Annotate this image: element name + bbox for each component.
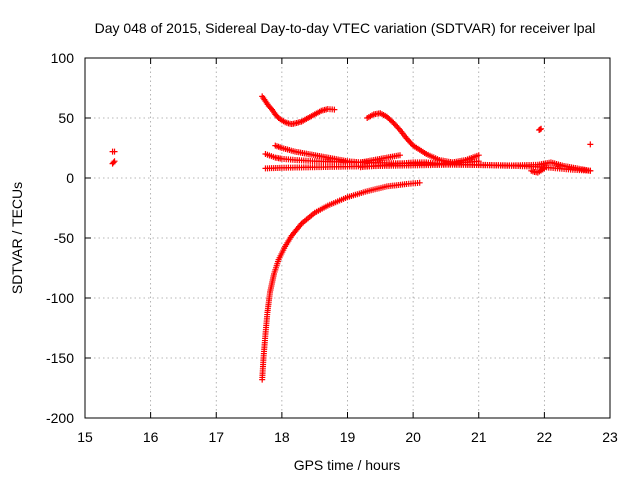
y-tick-label: 100 xyxy=(51,50,75,66)
x-axis-label: GPS time / hours xyxy=(294,457,401,473)
data-point xyxy=(397,152,403,159)
y-axis-label: SDTVAR / TECUs xyxy=(9,182,25,294)
x-tick-label: 15 xyxy=(77,429,93,445)
series-arc-bottom xyxy=(259,179,423,383)
x-tick-labels: 15 16 17 18 19 20 21 22 23 xyxy=(77,429,618,445)
series-arc-right-tail xyxy=(528,165,548,176)
data-point xyxy=(111,148,118,155)
series-arc-isolated-a xyxy=(109,148,118,155)
y-tick-label: 0 xyxy=(66,170,74,186)
y-tick-label: -150 xyxy=(46,350,74,366)
data-series xyxy=(109,93,594,383)
x-tick-label: 17 xyxy=(208,429,224,445)
data-point xyxy=(111,158,118,165)
y-tick-label: -200 xyxy=(46,410,74,426)
data-point xyxy=(331,106,338,113)
x-tick-label: 21 xyxy=(471,429,487,445)
series-arc-isolated-b xyxy=(109,158,118,167)
data-point xyxy=(587,141,594,148)
data-point xyxy=(475,152,482,159)
data-point xyxy=(587,167,594,174)
axes xyxy=(84,57,611,419)
y-tick-label: -100 xyxy=(46,290,74,306)
x-tick-label: 19 xyxy=(340,429,356,445)
series-arc-upper-mid xyxy=(272,142,403,166)
x-tick-label: 16 xyxy=(143,429,159,445)
data-point xyxy=(475,158,482,165)
series-arc-lower-mid xyxy=(357,158,482,171)
y-tick-label: -50 xyxy=(54,230,74,246)
data-point xyxy=(416,179,423,186)
plot-frame xyxy=(84,57,611,419)
data-point xyxy=(389,118,396,125)
grid xyxy=(85,58,610,418)
y-tick-label: 50 xyxy=(58,110,74,126)
x-tick-label: 23 xyxy=(602,429,618,445)
data-point xyxy=(541,165,548,172)
x-tick-label: 20 xyxy=(405,429,421,445)
series-point-22-40 xyxy=(536,125,545,133)
chart-title: Day 048 of 2015, Sidereal Day-to-day VTE… xyxy=(95,20,596,36)
x-tick-label: 18 xyxy=(274,429,290,445)
series-point-22-28 xyxy=(587,141,594,148)
y-tick-labels: -200 -150 -100 -50 0 50 100 xyxy=(46,50,74,426)
data-point xyxy=(538,125,545,132)
series-arc-top-left xyxy=(259,93,338,127)
data-point xyxy=(110,159,117,166)
x-tick-label: 22 xyxy=(537,429,553,445)
